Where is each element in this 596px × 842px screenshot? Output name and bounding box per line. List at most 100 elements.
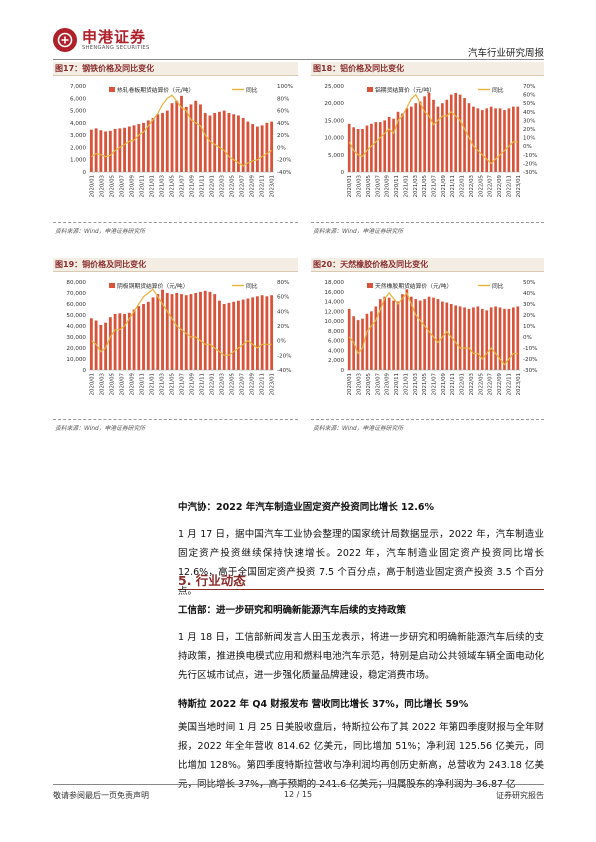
price-bar [441,103,444,172]
legend-bar-swatch [367,87,373,92]
x-tick-label: 2020/05 [366,373,372,395]
y-right-tick-label: 20% [277,324,289,330]
price-bar [427,92,431,172]
y-right-tick-label: 80% [277,96,289,102]
price-bar [387,297,391,370]
x-tick-label: 2020/09 [129,174,135,197]
y-left-tick-label: 2,000 [328,358,344,364]
price-bar [180,95,183,172]
price-bar [142,122,145,172]
steel-price-chart: 0 1,000 2,000 3,000 4,000 5,000 6,000 7,000 -40%… [70,84,293,197]
price-bar [467,308,471,370]
x-tick-label: 2020/07 [119,373,125,395]
y-left-tick-label: 80,000 [66,280,86,286]
x-tick-label: 2020/11 [394,373,400,395]
y-left-tick-label: 20,000 [66,346,86,352]
price-bar [356,129,360,172]
price-bar [104,131,108,172]
price-bar [383,296,387,370]
price-bar [436,106,440,172]
figure-source: 资料来源：Wind，申港证券研究所 [313,426,404,432]
price-bar [365,125,369,172]
price-bar [132,309,136,370]
price-bar [365,313,369,370]
price-bar [270,121,274,172]
report-type: 汽车行业研究周报 [467,48,544,59]
y-right-tick-label: 60% [277,295,289,301]
y-left-tick-label: 10,000 [324,136,344,142]
price-bar [512,106,515,172]
x-tick-label: 2022/01 [460,373,466,395]
y-left-tick-label: 25,000 [324,84,344,90]
y-right-tick-label: -30% [523,368,537,374]
price-bar [132,125,136,172]
price-bar [237,300,240,370]
x-tick-label: 2020/11 [394,175,400,197]
price-bar [378,122,382,172]
price-bar [156,114,160,172]
price-bar [458,94,462,172]
price-bar [418,101,422,172]
price-bar [170,294,174,370]
y-left-tick-label: 3,000 [70,133,86,139]
disclaimer-link[interactable]: 敬请参阅最后一页免责声明 [53,791,149,800]
price-bar [108,317,112,370]
y-right-tick-label: 20% [277,133,289,139]
price-bar [208,291,212,370]
x-tick-label: 2021/03 [413,373,419,395]
x-tick-label: 2022/03 [220,175,226,197]
price-bar [94,128,98,172]
price-bar [503,110,506,172]
x-tick-label: 2021/07 [180,373,186,395]
price-bar [270,295,274,370]
legend-line-label: 同比 [246,282,258,290]
y-right-tick-label: 0% [523,144,532,150]
price-bar [232,114,236,172]
price-bar [347,123,351,172]
y-left-tick-label: 18,000 [324,280,344,286]
figure-title: 图18：铝价格及同比变化 [311,62,544,76]
x-tick-label: 2022/01 [210,175,216,197]
legend-line-label: 同比 [246,86,258,94]
figure-divider [53,419,298,420]
y-left-tick-label: 2,000 [70,145,86,151]
price-bar [436,299,440,370]
figure-title: 图17：钢铁价格及同比变化 [53,62,298,76]
y-left-tick-label: 0 [82,368,86,374]
report-label: 证券研究报告 [496,791,544,800]
price-bar [123,313,126,370]
price-bar [392,300,395,370]
price-bar [218,111,221,172]
price-bar [123,127,126,172]
x-tick-label: 2022/03 [469,175,475,197]
rubber-price-chart: 0 2,000 4,000 6,000 8,000 10,000 12,000 14,000 1… [324,280,537,395]
price-bar [137,306,141,370]
price-bar [99,130,103,172]
price-bar [463,307,466,370]
x-tick-label: 2022/01 [460,175,466,197]
x-tick-label: 2022/01 [210,373,216,395]
x-tick-label: 2022/03 [220,373,226,395]
figure-source: 资料来源：Wind，申港证券研究所 [313,229,404,235]
x-tick-label: 2020/07 [119,175,125,197]
price-bar [89,129,93,172]
price-bar [445,99,449,172]
legend-bar-label: 阴极铜期货结算价（元/吨） [117,282,189,290]
y-left-tick-label: 0 [340,368,344,374]
y-left-tick-label: 16,000 [324,290,344,296]
y-left-tick-label: 7,000 [70,84,86,90]
price-bar [127,126,131,172]
x-tick-label: 2021/05 [169,175,175,197]
x-tick-label: 2021/05 [422,175,428,197]
x-tick-label: 2021/01 [149,175,155,197]
price-bar [485,108,489,172]
price-bar [472,106,475,172]
price-bar [409,296,413,370]
y-right-tick-label: 40% [277,121,289,127]
price-bar [170,103,174,172]
yoy-line [348,93,518,165]
price-bar [423,299,426,370]
x-tick-label: 2022/11 [260,175,266,197]
x-tick-label: 2021/11 [450,373,456,395]
x-tick-label: 2021/01 [149,373,155,395]
